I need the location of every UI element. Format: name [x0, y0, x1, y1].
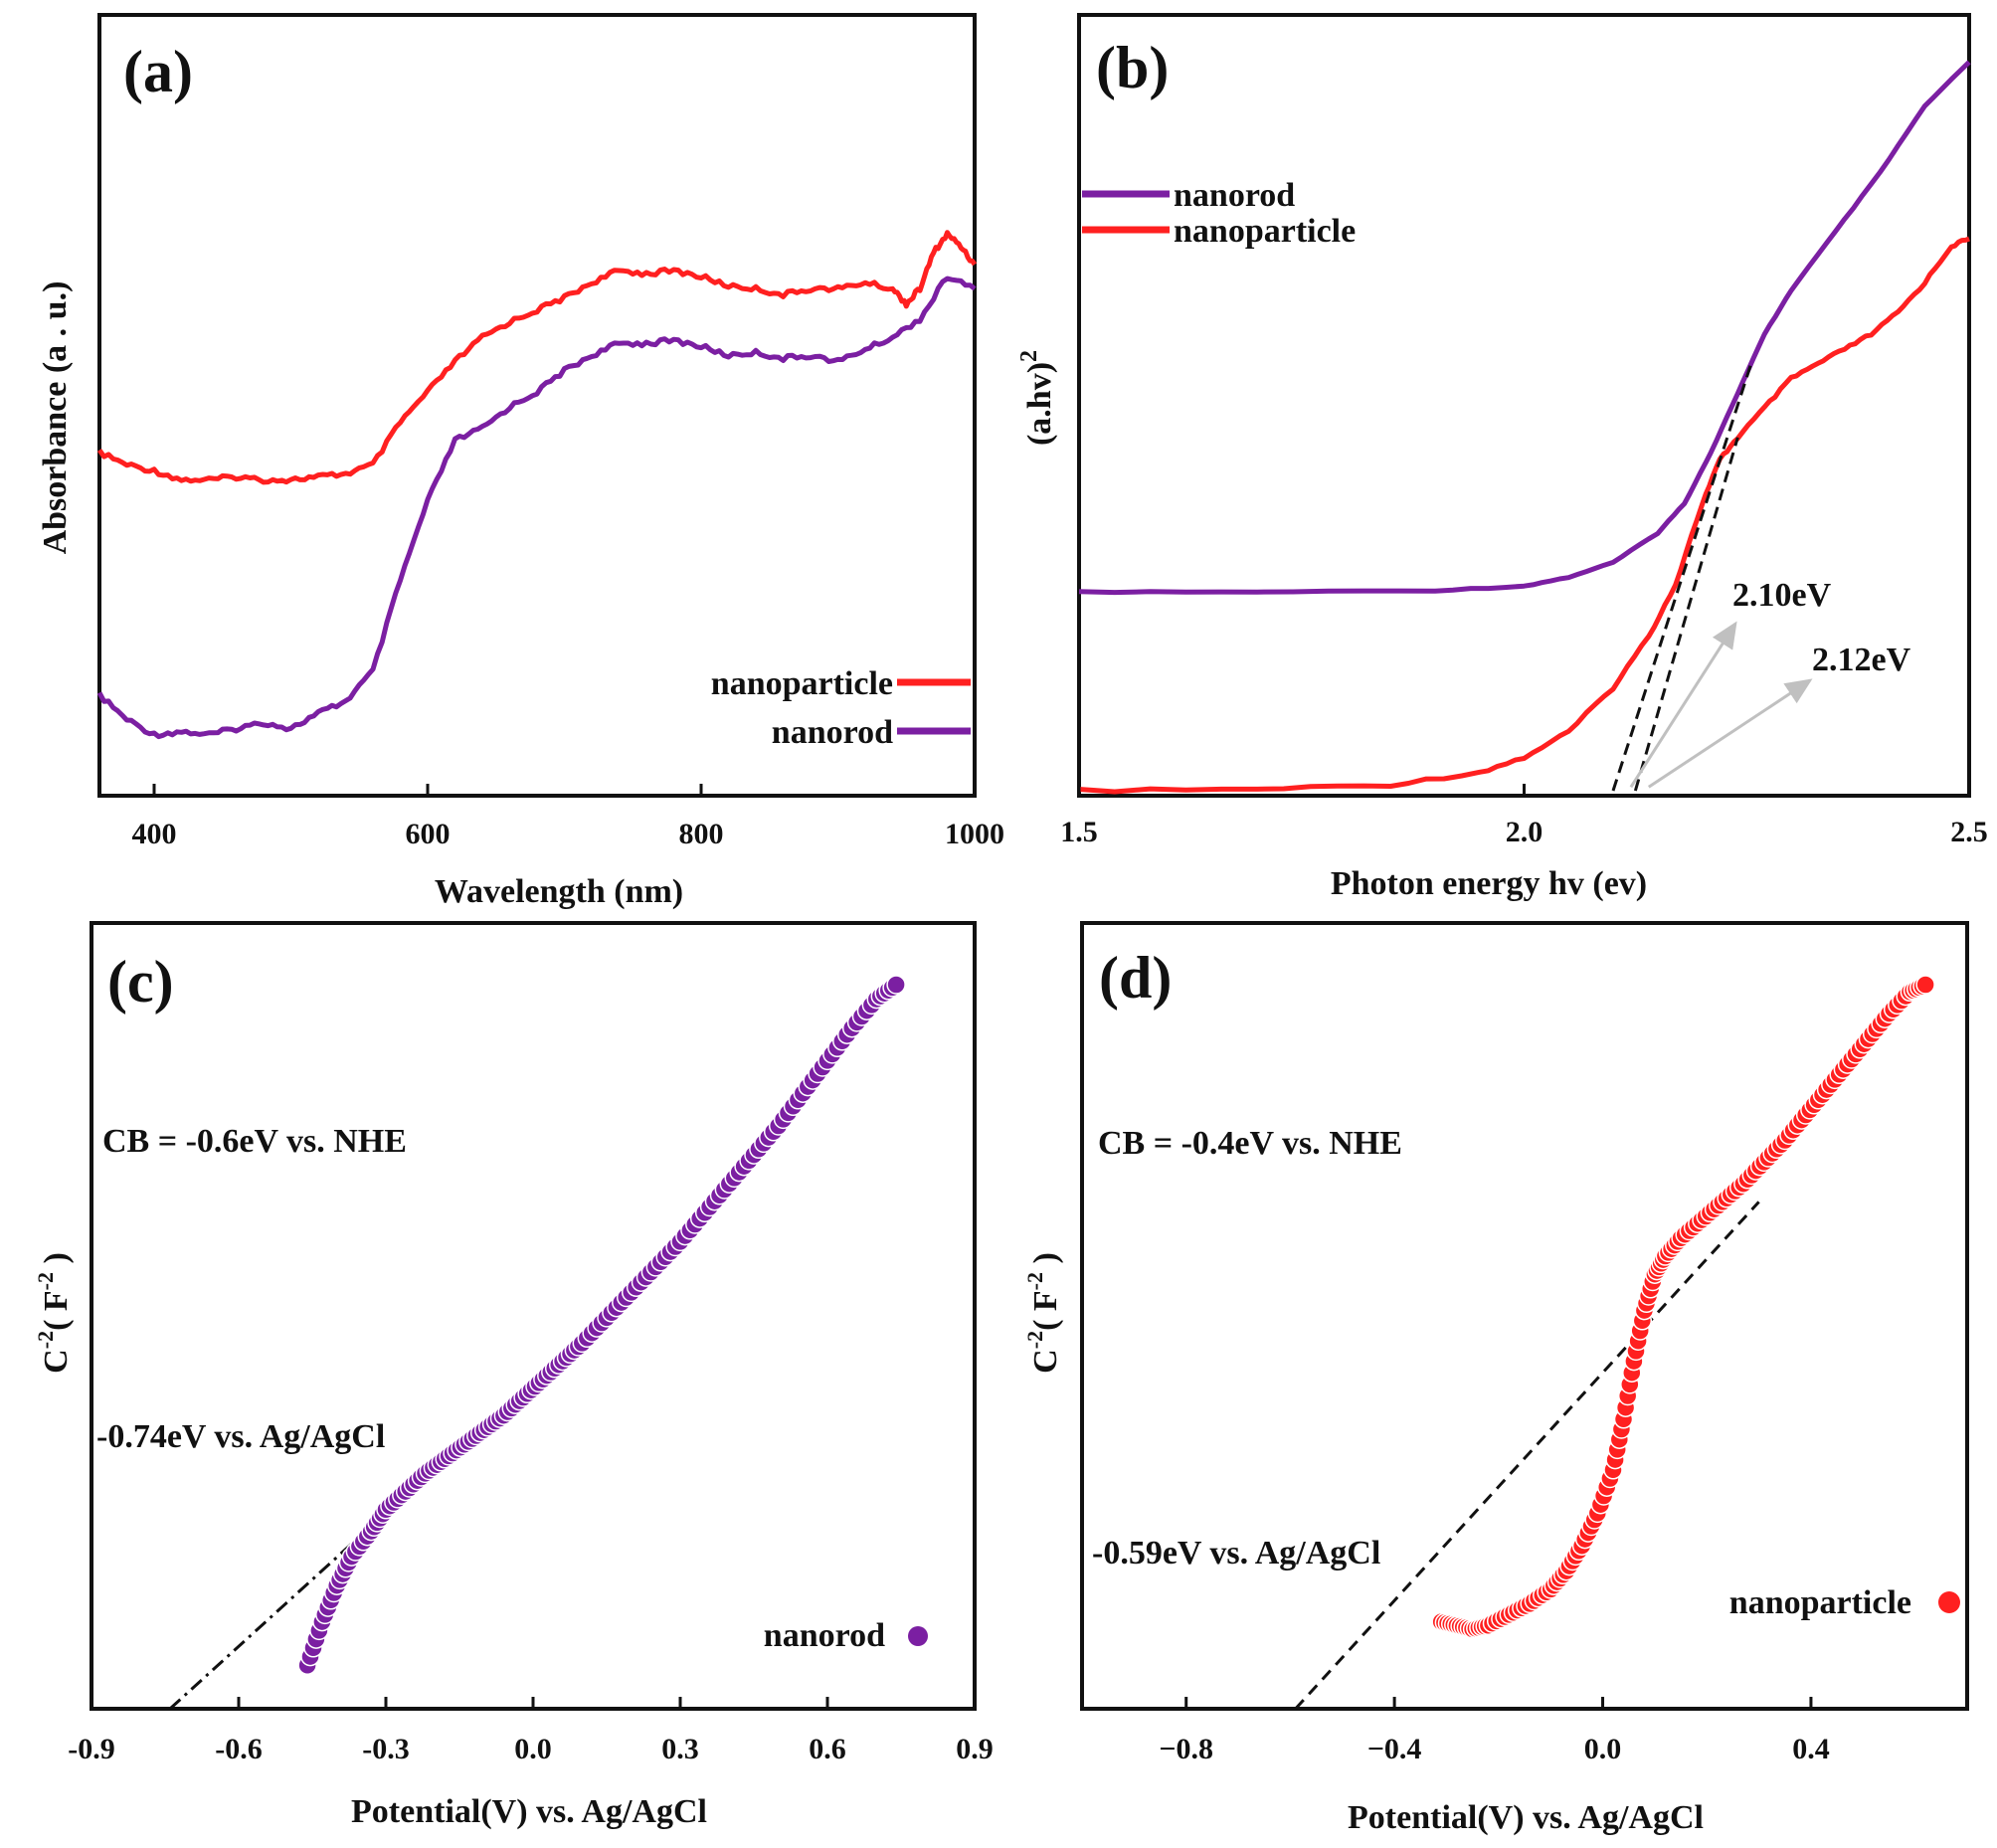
- panel-d-y-axis-title-base: C: [1027, 1349, 1064, 1374]
- panel-d-y-axis-title-unit: ( F: [1027, 1290, 1064, 1331]
- panel-b-tangent-2-12: [1633, 437, 1739, 792]
- panel-b-x-tick-label-1: 2.0: [1506, 816, 1543, 848]
- panel-d-y-axis-title-unit-sup: -2: [1022, 1272, 1047, 1290]
- panel-c-x-tick-label-3: 0.0: [514, 1733, 552, 1765]
- panel-c-x-tick-label-6: 0.9: [956, 1733, 994, 1765]
- panel-b-series-nanorod: [1078, 60, 1971, 596]
- panel-c-ticks-layer: -0.9 -0.6 -0.3 0.0 0.3 0.6 0.9: [68, 1697, 994, 1765]
- panel-b-plot-frame: [1077, 13, 1971, 798]
- panel-b: 1.5 2.0 2.5 (b) Photon energy hv (ev) (a.h…: [1016, 13, 1988, 902]
- panel-a-x-tick-label-1: 600: [406, 818, 451, 850]
- panel-a-label: (a): [123, 39, 193, 104]
- panel-d-x-axis-title: Potential(V) vs. Ag/AgCl: [1348, 1799, 1704, 1836]
- panel-c-y-axis-title: C-2( F-2 ): [33, 1252, 75, 1374]
- panel-d-annotation-cb: CB = -0.4eV vs. NHE: [1098, 1125, 1402, 1162]
- panel-d-annotation-intercept: -0.59eV vs. Ag/AgCl: [1092, 1535, 1380, 1571]
- panel-c-y-axis-title-unit: ( F: [38, 1290, 75, 1331]
- panel-b-label: (b): [1096, 35, 1169, 100]
- panel-c-x-tick-label-1: -0.6: [215, 1733, 263, 1765]
- panel-b-series-layer: [1078, 60, 1971, 795]
- panel-b-legend-nanoparticle-label: nanoparticle: [1174, 213, 1356, 250]
- panel-c-x-tick-label-2: -0.3: [362, 1733, 410, 1765]
- panel-d-series-layer: [1431, 975, 1935, 1639]
- panel-d-y-axis-title-close: ): [1027, 1252, 1064, 1272]
- panel-b-ticks-layer: 1.5 2.0 2.5: [1060, 784, 1988, 848]
- panel-c-annotation-intercept: -0.74eV vs. Ag/AgCl: [96, 1418, 385, 1455]
- panel-a-series-nanorod: [96, 276, 977, 740]
- panel-c: -0.9 -0.6 -0.3 0.0 0.3 0.6 0.9 (c) CB = -0.6eV…: [33, 921, 994, 1830]
- panel-a-x-tick-label-2: 800: [679, 818, 724, 850]
- panel-c-annotation-cb: CB = -0.6eV vs. NHE: [102, 1123, 407, 1160]
- panel-b-tangent-layer: [1611, 363, 1813, 792]
- panel-a-x-tick-label-3: 1000: [945, 818, 1004, 850]
- panel-c-x-axis-title: Potential(V) vs. Ag/AgCl: [351, 1793, 707, 1830]
- panel-c-legend-nanorod-label: nanorod: [764, 1617, 885, 1654]
- panel-c-y-axis-title-base: C: [38, 1349, 75, 1374]
- panel-d-x-tick-label-1: −0.4: [1367, 1733, 1422, 1765]
- panel-b-y-axis-title: (a.hv)2: [1016, 350, 1058, 446]
- panel-c-x-tick-label-5: 0.6: [809, 1733, 846, 1765]
- panel-d-y-axis-title-sup: -2: [1022, 1331, 1047, 1349]
- panel-a-plot-frame: [97, 13, 977, 798]
- panel-a-legend-nanoparticle-label: nanoparticle: [711, 665, 893, 702]
- panel-d-legend-nanoparticle-label: nanoparticle: [1729, 1584, 1911, 1621]
- panel-b-x-tick-label-0: 1.5: [1060, 816, 1098, 848]
- panel-b-arrow-2-12: [1647, 678, 1813, 789]
- panel-b-x-tick-label-2: 2.5: [1950, 816, 1988, 848]
- panel-d-plot-frame: [1080, 921, 1969, 1711]
- panel-c-y-axis-title-close: ): [38, 1252, 75, 1272]
- panel-a-legend-nanorod-label: nanorod: [772, 714, 893, 751]
- panel-c-series-layer: [297, 975, 906, 1676]
- panel-a-x-tick-label-0: 400: [132, 818, 177, 850]
- panel-b-tangent-2-10: [1611, 363, 1753, 792]
- panel-b-annotation-2-12ev: 2.12eV: [1812, 642, 1911, 678]
- panel-d-fit-layer: [1294, 1201, 1760, 1711]
- panel-d-ticks-layer: −0.8 −0.4 0.0 0.4: [1159, 1697, 1830, 1765]
- panel-c-x-tick-label-4: 0.3: [661, 1733, 699, 1765]
- panel-d-y-axis-title: C-2( F-2 ): [1022, 1252, 1064, 1374]
- svg-text:(a.hv)2: (a.hv)2: [1016, 350, 1058, 446]
- panel-b-series-nanoparticle: [1078, 236, 1970, 795]
- panel-c-label: (c): [107, 949, 174, 1015]
- panel-d-x-tick-label-0: −0.8: [1159, 1733, 1213, 1765]
- panel-c-legend-nanorod-marker: [908, 1626, 928, 1646]
- panel-d-x-tick-label-3: 0.4: [1792, 1733, 1830, 1765]
- panel-a-x-axis-title: Wavelength (nm): [435, 873, 683, 910]
- panel-c-x-tick-label-0: -0.9: [68, 1733, 115, 1765]
- panel-b-arrow-2-10: [1629, 621, 1737, 789]
- panel-a-series-nanoparticle: [96, 230, 978, 485]
- svg-text:C-2( F-2 ): C-2( F-2 ): [1022, 1252, 1064, 1374]
- panel-a-series-layer: [96, 230, 978, 740]
- panel-c-y-axis-title-unit-sup: -2: [33, 1272, 58, 1290]
- panel-b-legend-nanorod-label: nanorod: [1174, 177, 1295, 214]
- panel-b-x-axis-title: Photon energy hv (ev): [1331, 865, 1647, 902]
- panel-d-x-tick-label-2: 0.0: [1584, 1733, 1622, 1765]
- panel-a-ticks-layer: 400 600 800 1000: [132, 784, 1004, 850]
- panel-c-point-140: [886, 975, 906, 995]
- panel-d: −0.8 −0.4 0.0 0.4 (d) CB = -0.4eV vs. NHE -…: [1022, 921, 1969, 1836]
- panel-c-y-axis-title-sup: -2: [33, 1331, 58, 1349]
- panel-d-point-140: [1915, 975, 1935, 995]
- panel-b-y-axis-title-sup: 2: [1016, 350, 1042, 362]
- panel-d-fit-line: [1294, 1201, 1760, 1711]
- panel-d-legend-nanoparticle-marker: [1938, 1591, 1960, 1613]
- svg-text:C-2( F-2 ): C-2( F-2 ): [33, 1252, 75, 1374]
- panel-d-label: (d): [1099, 945, 1172, 1011]
- panel-a: 400 600 800 1000 (a) Wavelength (nm) Absorb…: [37, 13, 1004, 910]
- panel-b-annotation-2-10ev: 2.10eV: [1732, 577, 1832, 614]
- panel-a-y-axis-title: Absorbance (a . u.): [37, 281, 74, 555]
- panel-b-y-axis-title-base: (a.hv): [1021, 362, 1058, 446]
